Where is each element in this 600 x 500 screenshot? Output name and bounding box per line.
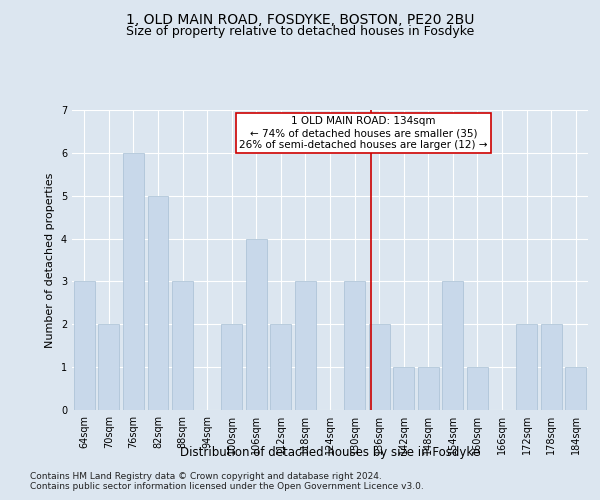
Text: Contains HM Land Registry data © Crown copyright and database right 2024.: Contains HM Land Registry data © Crown c… <box>30 472 382 481</box>
Bar <box>418 367 439 410</box>
Text: Contains public sector information licensed under the Open Government Licence v3: Contains public sector information licen… <box>30 482 424 491</box>
Bar <box>74 282 95 410</box>
Bar <box>221 324 242 410</box>
Bar <box>172 282 193 410</box>
Bar <box>541 324 562 410</box>
Bar <box>148 196 169 410</box>
Bar <box>123 153 144 410</box>
Bar <box>271 324 292 410</box>
Bar <box>393 367 414 410</box>
Bar <box>246 238 267 410</box>
Bar <box>295 282 316 410</box>
Bar <box>565 367 586 410</box>
Bar <box>98 324 119 410</box>
Bar <box>442 282 463 410</box>
Text: Size of property relative to detached houses in Fosdyke: Size of property relative to detached ho… <box>126 25 474 38</box>
Y-axis label: Number of detached properties: Number of detached properties <box>46 172 55 348</box>
Bar <box>368 324 389 410</box>
Text: 1 OLD MAIN ROAD: 134sqm
← 74% of detached houses are smaller (35)
26% of semi-de: 1 OLD MAIN ROAD: 134sqm ← 74% of detache… <box>239 116 488 150</box>
Text: Distribution of detached houses by size in Fosdyke: Distribution of detached houses by size … <box>180 446 480 459</box>
Text: 1, OLD MAIN ROAD, FOSDYKE, BOSTON, PE20 2BU: 1, OLD MAIN ROAD, FOSDYKE, BOSTON, PE20 … <box>126 12 474 26</box>
Bar <box>344 282 365 410</box>
Bar <box>516 324 537 410</box>
Bar <box>467 367 488 410</box>
